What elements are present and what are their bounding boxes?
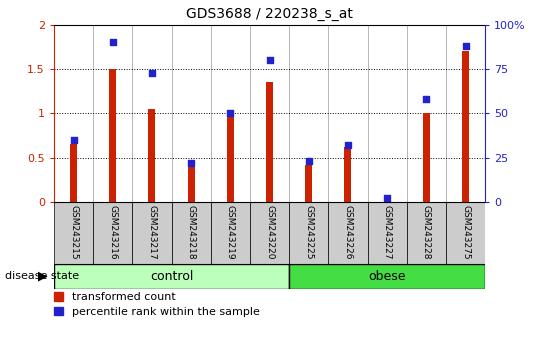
Bar <box>227 113 234 202</box>
Bar <box>54 264 289 289</box>
Text: disease state: disease state <box>5 271 80 281</box>
Bar <box>250 202 289 264</box>
Bar <box>462 51 469 202</box>
Point <box>265 57 274 63</box>
Bar <box>305 165 312 202</box>
Point <box>187 160 196 166</box>
Bar <box>211 202 250 264</box>
Point <box>108 40 117 45</box>
Bar <box>344 147 351 202</box>
Text: GSM243219: GSM243219 <box>226 205 235 259</box>
Text: GSM243227: GSM243227 <box>383 205 392 259</box>
Bar <box>93 202 132 264</box>
Text: GSM243225: GSM243225 <box>304 205 313 259</box>
Bar <box>109 69 116 202</box>
Title: GDS3688 / 220238_s_at: GDS3688 / 220238_s_at <box>186 7 353 21</box>
Text: control: control <box>150 270 193 282</box>
Text: GSM243275: GSM243275 <box>461 205 470 259</box>
Text: GSM243216: GSM243216 <box>108 205 117 259</box>
Bar <box>289 264 485 289</box>
Bar <box>70 144 77 202</box>
Text: GSM243226: GSM243226 <box>343 205 353 259</box>
Bar <box>328 202 368 264</box>
Bar <box>171 202 211 264</box>
Bar <box>407 202 446 264</box>
Bar <box>266 82 273 202</box>
Text: GSM243228: GSM243228 <box>422 205 431 259</box>
Point <box>305 158 313 164</box>
Text: GSM243215: GSM243215 <box>69 205 78 259</box>
Bar <box>384 200 391 202</box>
Point <box>422 96 431 102</box>
Point <box>69 137 78 143</box>
Bar <box>446 202 485 264</box>
Point <box>461 43 470 49</box>
Bar <box>54 202 93 264</box>
Bar <box>188 162 195 202</box>
Bar <box>132 202 171 264</box>
Text: GSM243217: GSM243217 <box>147 205 156 259</box>
Text: obese: obese <box>368 270 406 282</box>
Point <box>226 110 234 116</box>
Point <box>148 70 156 75</box>
Text: ▶: ▶ <box>38 270 47 282</box>
Text: GSM243220: GSM243220 <box>265 205 274 259</box>
Legend: transformed count, percentile rank within the sample: transformed count, percentile rank withi… <box>54 292 260 317</box>
Bar <box>368 202 407 264</box>
Bar <box>289 202 328 264</box>
Bar <box>423 113 430 202</box>
Point <box>383 195 391 201</box>
Point <box>343 142 352 148</box>
Bar <box>148 109 155 202</box>
Text: GSM243218: GSM243218 <box>186 205 196 259</box>
